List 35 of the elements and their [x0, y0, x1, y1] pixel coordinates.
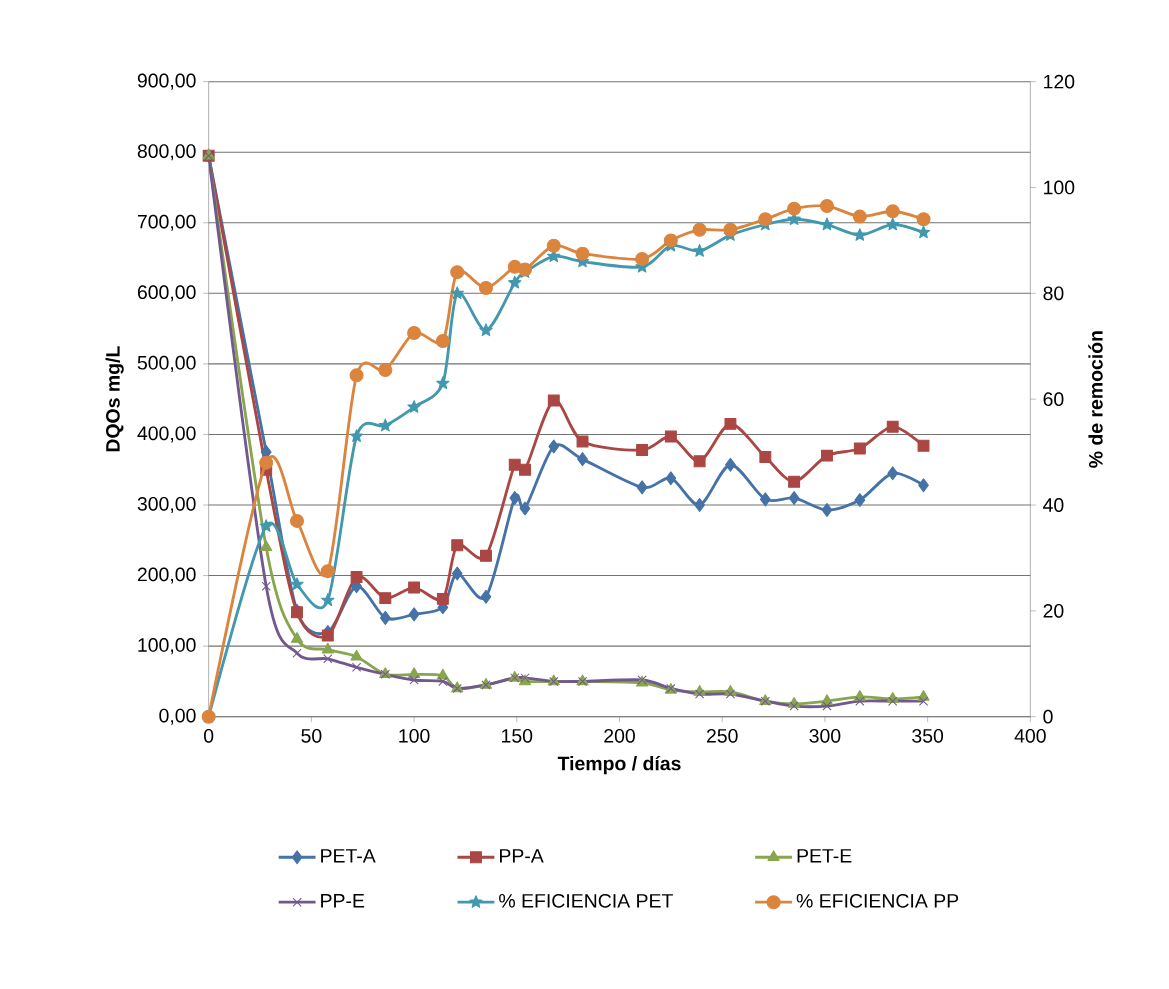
legend-label: PET-A [321, 849, 376, 863]
y-tick-label: 0,00 [159, 708, 196, 725]
y-tick-label: 800,00 [137, 144, 196, 161]
legend-label: PP-E [321, 894, 365, 908]
x-tick-label: 200 [604, 729, 635, 743]
y2-tick-label: 120 [1044, 74, 1075, 89]
x-tick-label: 400 [1014, 729, 1046, 743]
x-tick-label: 300 [809, 729, 841, 743]
y-tick-label: 400,00 [137, 426, 196, 443]
legend-label: PP-A [499, 849, 544, 863]
legend-label: % EFICIENCIA PP [796, 894, 959, 908]
legend-label: PET-E [797, 849, 852, 863]
x-tick-label: 250 [706, 729, 738, 743]
y-tick-label: 900,00 [137, 73, 196, 90]
y2-tick-label: 20 [1043, 604, 1064, 618]
y-axis-title: DQOs mg/L [105, 346, 124, 452]
x-tick-label: 0 [204, 729, 214, 743]
y2-tick-label: 100 [1044, 180, 1075, 195]
y2-tick-label: 60 [1043, 392, 1064, 407]
x-tick-label: 100 [399, 729, 430, 743]
x-tick-label: 50 [301, 729, 322, 743]
y-tick-label: 500,00 [137, 355, 196, 372]
y-tick-label: 600,00 [137, 285, 196, 302]
y-tick-label: 300,00 [137, 497, 196, 514]
y2-tick-label: 40 [1043, 498, 1064, 512]
y-tick-label: 200,00 [137, 567, 196, 584]
y-tick-label: 700,00 [137, 214, 196, 231]
x-tick-label: 350 [912, 729, 944, 743]
x-axis-title: Tiempo / días [557, 756, 681, 775]
legend-label: % EFICIENCIA PET [499, 894, 673, 908]
y-tick-label: 100,00 [138, 638, 196, 655]
y2-axis-title: % de remoción [1088, 331, 1103, 468]
x-tick-label: 150 [502, 729, 533, 743]
y2-tick-label: 0 [1043, 709, 1053, 724]
y2-tick-label: 80 [1043, 286, 1064, 301]
